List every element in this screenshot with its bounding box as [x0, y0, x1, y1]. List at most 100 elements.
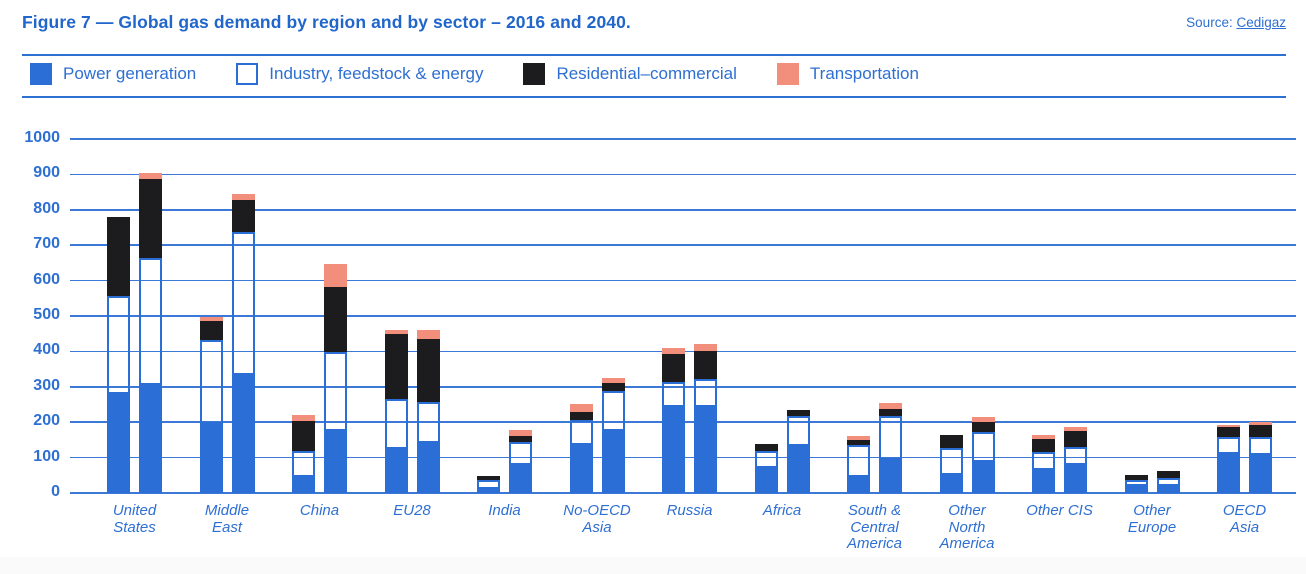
- bar-segment-power-generation: [292, 477, 315, 493]
- bar-india-2040: [509, 430, 532, 493]
- bar-segment-transportation: [662, 348, 685, 354]
- gridline-800: [70, 209, 1296, 211]
- bar-segment-power-generation: [199, 424, 223, 493]
- bar-segment-residential-commercial: [1032, 439, 1055, 452]
- bar-segment-residential-commercial: [939, 435, 963, 448]
- bar-segment-transportation: [292, 415, 315, 421]
- y-tick-label-1000: 1000: [24, 129, 60, 146]
- bar-segment-industry-feedstock-energy: [569, 420, 593, 445]
- bar-segment-industry-feedstock-energy: [1249, 437, 1272, 455]
- bar-africa-2040: [786, 410, 810, 493]
- bar-segment-residential-commercial: [1249, 425, 1272, 437]
- y-tick-label-200: 200: [33, 412, 60, 430]
- bar-segment-power-generation: [384, 449, 408, 493]
- bar-segment-residential-commercial: [1156, 471, 1180, 478]
- plot-area: United States Middle East China EU28 India No-O…: [70, 138, 1296, 552]
- y-tick-label-700: 700: [33, 235, 60, 253]
- bar-segment-power-generation: [1032, 470, 1055, 493]
- bar-segment-industry-feedstock-energy: [384, 399, 408, 449]
- bar-segment-industry-feedstock-energy: [786, 416, 810, 446]
- bar-segment-transportation: [1217, 425, 1240, 427]
- bar-segment-power-generation: [786, 446, 810, 493]
- bar-segment-power-generation: [107, 394, 130, 493]
- legend-item-1: Industry, feedstock & energy: [236, 63, 483, 85]
- bar-group-united-states: United States: [107, 139, 162, 535]
- bar-segment-industry-feedstock-energy: [231, 232, 255, 375]
- bar-segment-residential-commercial: [107, 217, 130, 296]
- legend-swatch-icon: [776, 63, 799, 85]
- x-axis-label-oecd-asia: OECD Asia: [1222, 502, 1267, 536]
- bar-segment-transportation: [971, 417, 995, 422]
- x-axis-label-other-europe: Other Europe: [1127, 502, 1177, 536]
- bar-segment-transportation: [569, 404, 593, 412]
- bar-segment-industry-feedstock-energy: [879, 416, 902, 460]
- y-tick-label-400: 400: [33, 341, 60, 359]
- bar-group-china: China: [292, 139, 347, 519]
- bar-segment-power-generation: [1249, 455, 1272, 493]
- bar-segment-power-generation: [1156, 486, 1180, 493]
- bar-segment-residential-commercial: [662, 354, 685, 382]
- bar-china-2016: [292, 415, 315, 493]
- bar-no-oecd-asia-2040: [601, 378, 625, 493]
- bar-segment-residential-commercial: [384, 334, 408, 399]
- bar-segment-transportation: [1064, 427, 1087, 431]
- bar-segment-power-generation: [139, 385, 162, 493]
- bar-segment-residential-commercial: [324, 287, 347, 352]
- legend-label: Residential–commercial: [556, 64, 737, 83]
- bar-segment-residential-commercial: [292, 421, 315, 451]
- bar-segment-industry-feedstock-energy: [601, 391, 625, 431]
- figure-title: Figure 7 — Global gas demand by region a…: [22, 12, 631, 32]
- source-link[interactable]: Cedigaz: [1236, 15, 1286, 30]
- bar-group-no-oecd-asia: No-OECD Asia: [563, 139, 631, 535]
- gridline-900: [70, 173, 1296, 176]
- y-tick-label-600: 600: [33, 270, 60, 288]
- bar-segment-power-generation: [569, 445, 593, 493]
- bar-india-2016: [477, 476, 500, 493]
- chart-legend: Power generation Industry, feedstock & en…: [30, 63, 919, 85]
- bar-segment-industry-feedstock-energy: [139, 258, 162, 385]
- gridline-0: [70, 492, 1296, 494]
- gridline-1000: [70, 138, 1296, 140]
- bar-segment-industry-feedstock-energy: [1124, 480, 1148, 486]
- legend-label: Power generation: [63, 64, 197, 83]
- source-note: Source: Cedigaz: [1186, 15, 1286, 30]
- bar-segment-industry-feedstock-energy: [694, 379, 717, 407]
- bar-segment-transportation: [416, 330, 440, 339]
- bar-segment-power-generation: [879, 460, 902, 493]
- bar-other-cis-2040: [1064, 427, 1087, 493]
- x-axis-label-middle-east: Middle East: [204, 502, 250, 536]
- bar-russia-2016: [662, 348, 685, 493]
- gridline-700: [70, 244, 1296, 246]
- bar-segment-industry-feedstock-energy: [509, 442, 532, 465]
- bar-segment-power-generation: [601, 431, 625, 493]
- bar-group-africa: Africa: [754, 139, 810, 519]
- bar-segment-transportation: [231, 194, 255, 200]
- legend-label: Transportation: [809, 64, 919, 83]
- gridline-600: [70, 279, 1296, 282]
- bar-segment-residential-commercial: [1064, 431, 1087, 447]
- bar-segment-residential-commercial: [1217, 427, 1240, 437]
- bar-segment-transportation: [199, 317, 223, 321]
- bar-africa-2016: [754, 444, 778, 493]
- bar-segment-industry-feedstock-energy: [199, 340, 223, 424]
- bar-segment-residential-commercial: [199, 321, 223, 340]
- bar-segment-power-generation: [662, 407, 685, 493]
- bar-segment-transportation: [847, 436, 870, 440]
- bar-group-other-cis: Other CIS: [1026, 139, 1093, 519]
- y-tick-label-500: 500: [33, 306, 60, 323]
- legend-swatch-icon: [236, 63, 259, 85]
- bar-group-oecd-asia: OECD Asia: [1217, 139, 1272, 535]
- bar-segment-industry-feedstock-energy: [939, 448, 963, 475]
- bar-no-oecd-asia-2016: [569, 404, 593, 493]
- bar-eu28-2040: [416, 330, 440, 493]
- y-tick-label-0: 0: [51, 483, 60, 500]
- x-axis-label-no-oecd-asia: No-OECD Asia: [563, 502, 631, 536]
- bar-group-russia: Russia: [662, 139, 717, 519]
- x-axis-label-south-central-america: South & Central America: [846, 502, 902, 552]
- bar-segment-industry-feedstock-energy: [754, 451, 778, 468]
- bar-segment-residential-commercial: [601, 383, 625, 391]
- bar-segment-transportation: [694, 344, 717, 351]
- bar-segment-transportation: [509, 430, 532, 436]
- bar-group-other-north-america: Other North America: [939, 139, 995, 552]
- bar-segment-transportation: [384, 330, 408, 334]
